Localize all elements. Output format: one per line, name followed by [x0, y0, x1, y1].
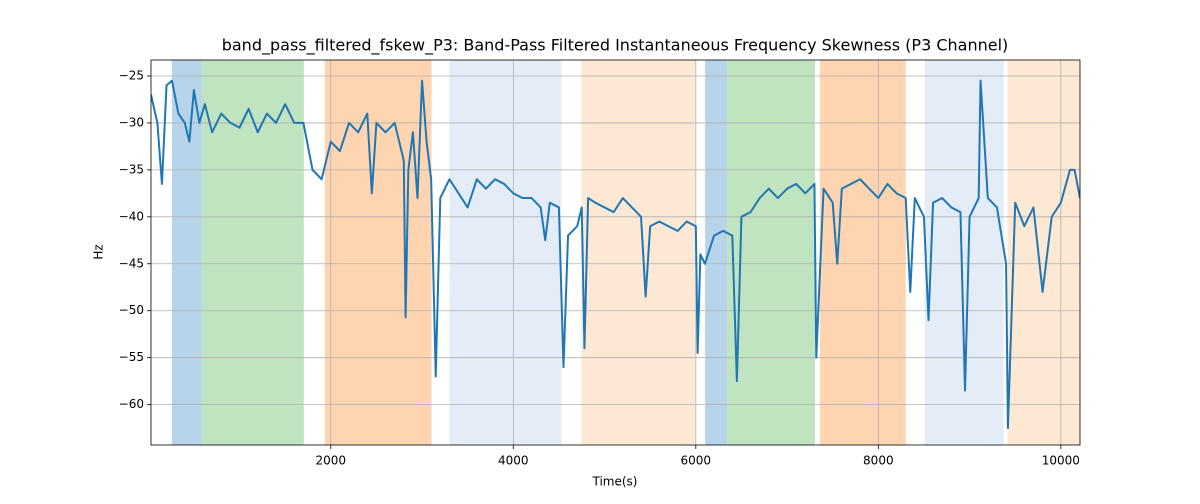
region	[581, 60, 696, 445]
x-tick-label: 2000	[316, 454, 347, 468]
plot-frame	[150, 59, 1081, 446]
region	[324, 60, 432, 445]
x-tick-label: 8000	[863, 454, 894, 468]
y-tick-label: −50	[119, 303, 144, 317]
y-tick-label: −60	[119, 397, 144, 411]
y-tick-label: −45	[119, 256, 144, 270]
y-tick-label: −35	[119, 162, 144, 176]
x-axis-label: Time(s)	[592, 475, 638, 489]
chart-title: band_pass_filtered_fskew_P3: Band-Pass F…	[222, 36, 1009, 56]
region	[727, 60, 815, 445]
region	[1007, 60, 1080, 445]
region	[171, 60, 202, 445]
x-tick-label: 6000	[681, 454, 712, 468]
region	[201, 60, 304, 445]
y-axis-label: Hz	[92, 244, 106, 259]
y-tick-label: −55	[119, 350, 144, 364]
x-tick-label: 10000	[1042, 454, 1080, 468]
line	[151, 79, 1080, 430]
region	[819, 60, 906, 445]
x-tick-label: 4000	[498, 454, 529, 468]
y-tick-label: −30	[119, 115, 144, 129]
region	[705, 60, 728, 445]
y-tick-label: −25	[119, 68, 144, 82]
y-tick-label: −40	[119, 209, 144, 223]
region	[449, 60, 562, 445]
